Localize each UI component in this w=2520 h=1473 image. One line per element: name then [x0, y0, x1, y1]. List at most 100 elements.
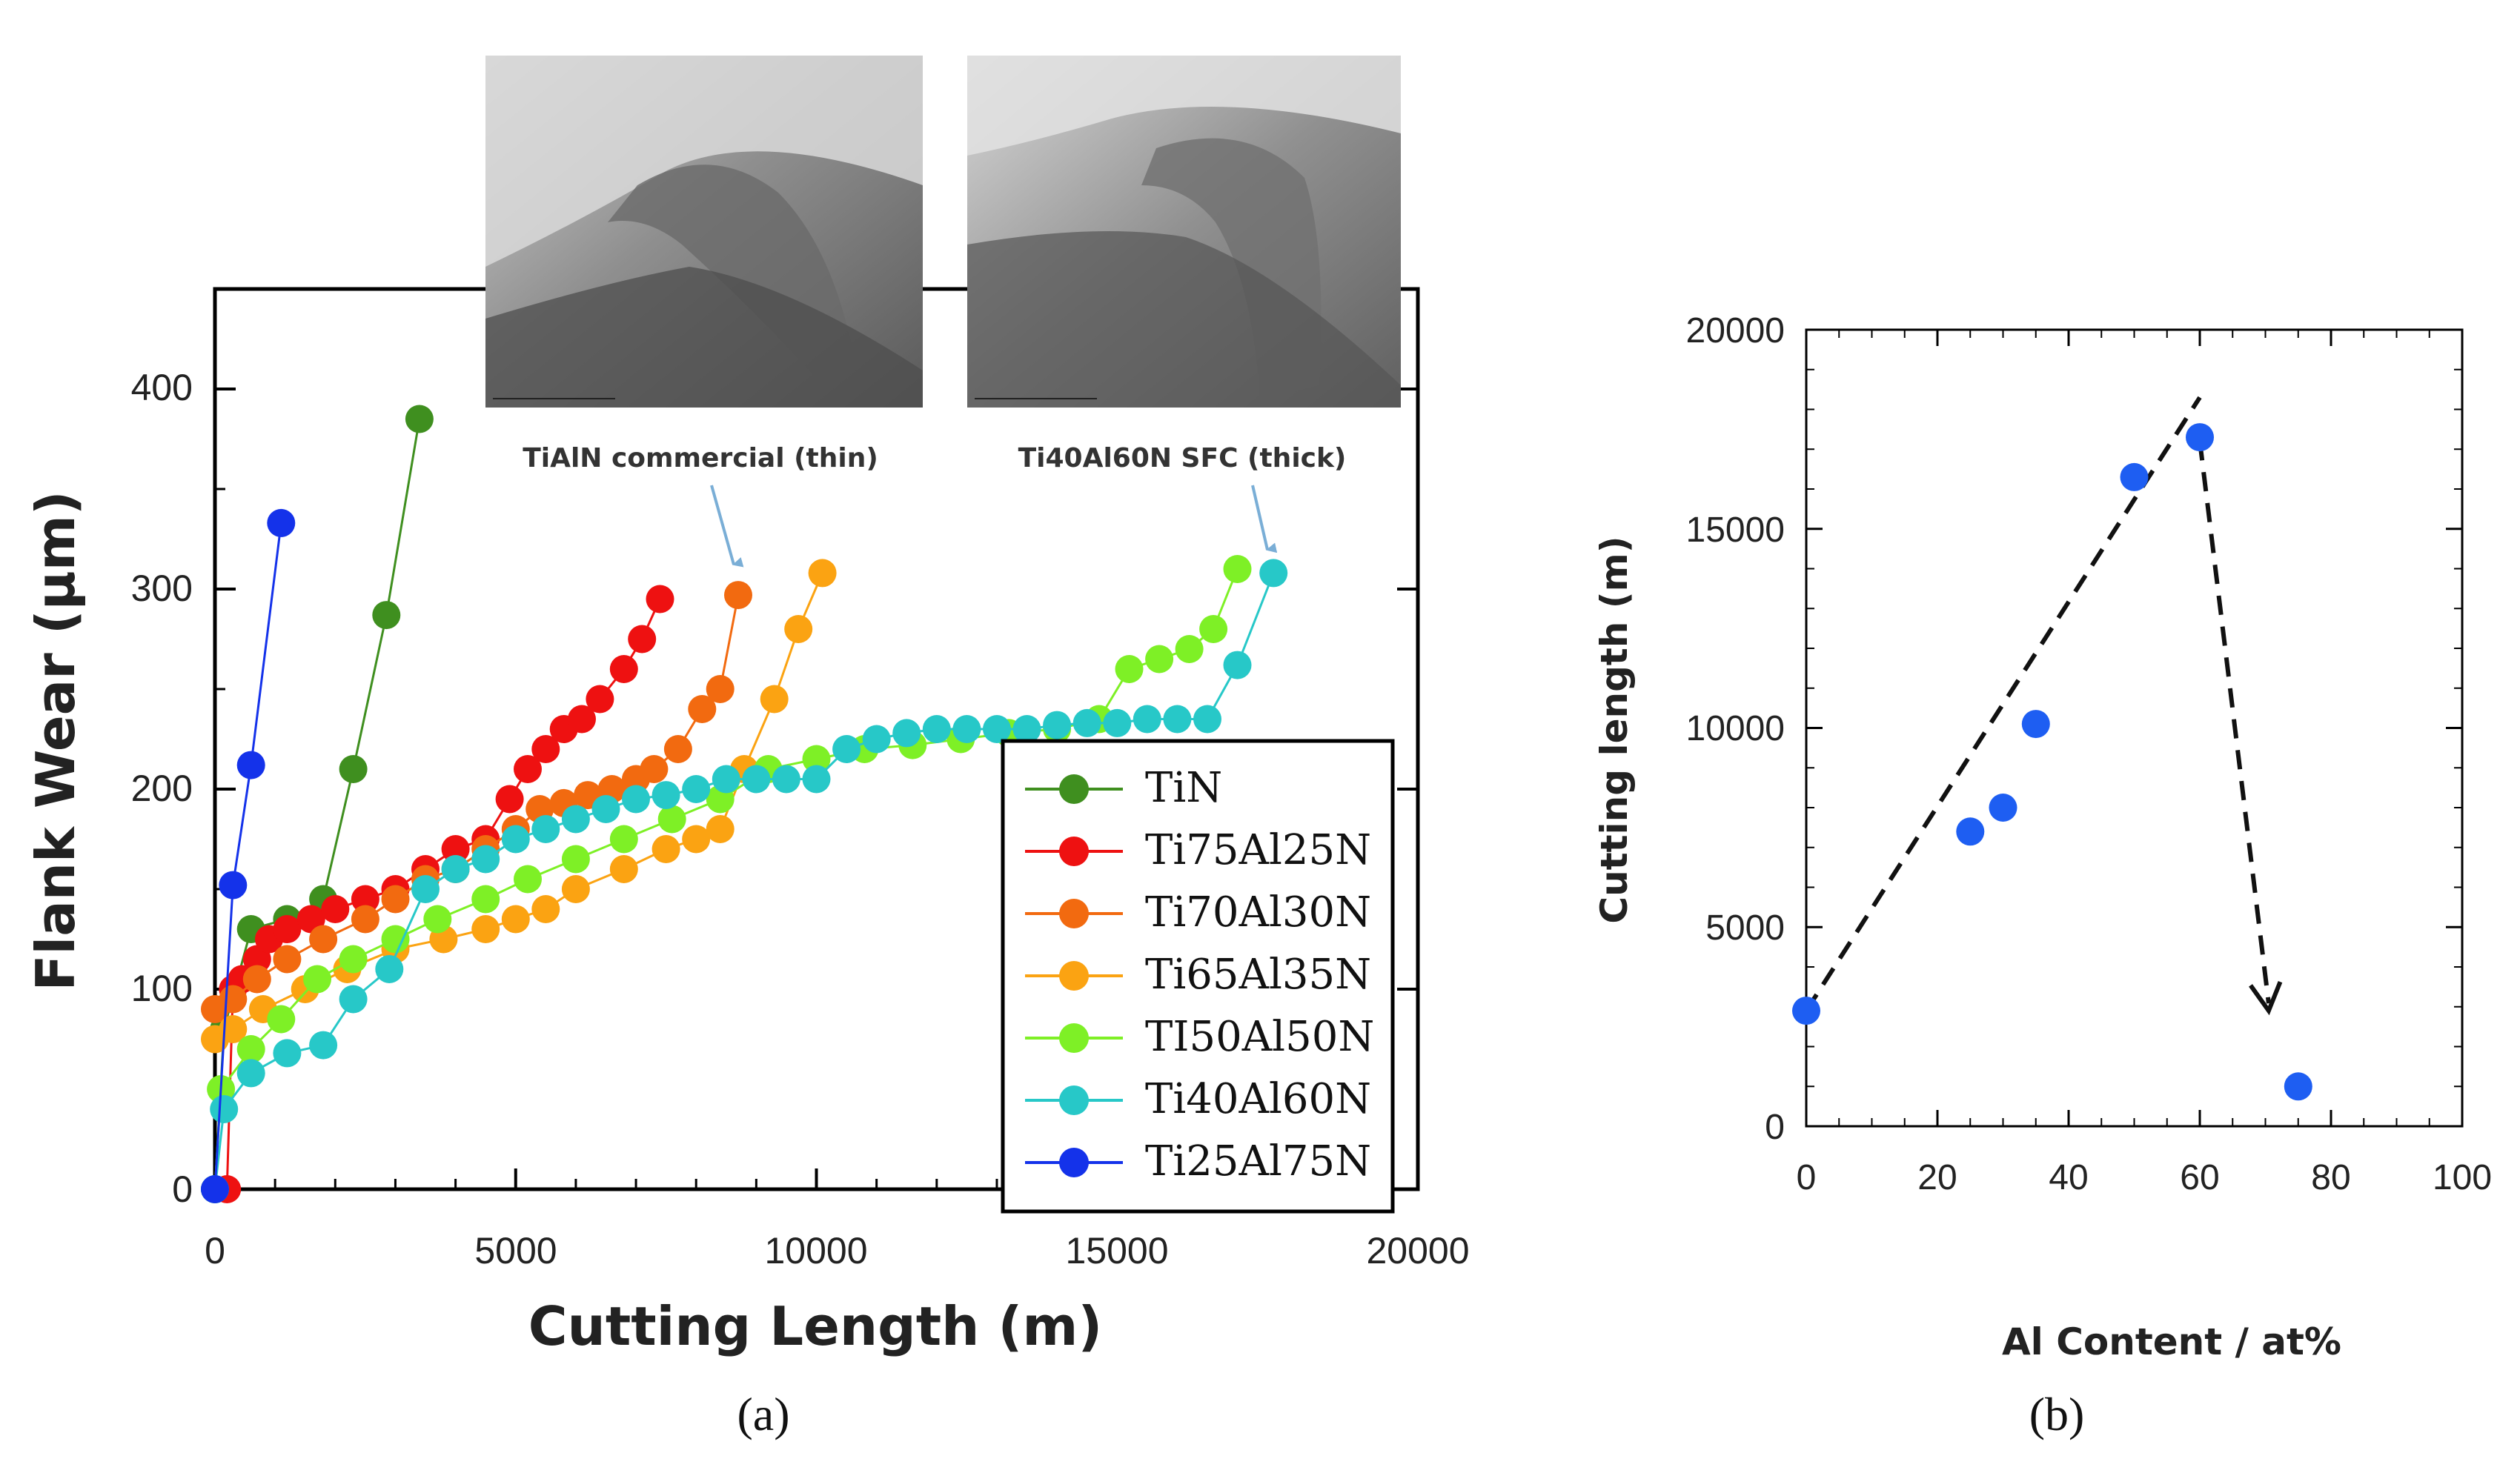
- data-point: [381, 925, 410, 954]
- data-point: [381, 885, 410, 914]
- annotation-arrow-thick: [1251, 485, 1278, 553]
- xtick-label-a: 10000: [764, 1230, 867, 1271]
- trend-lines-b: [1804, 396, 2283, 1016]
- data-point: [339, 945, 368, 974]
- panel-b: 0 5000 10000 15000 20000 0 20 40 60 80 1…: [1593, 311, 2492, 1440]
- xtick-label-a: 15000: [1065, 1230, 1168, 1271]
- ytick-label-b: 20000: [1686, 311, 1785, 350]
- series-ti25al75n: [201, 508, 296, 1203]
- sem-image-thick: [967, 56, 1401, 408]
- data-point: [609, 825, 638, 854]
- axis-ticks-b: [1805, 328, 2464, 1128]
- xtick-label-b: 20: [1917, 1158, 1957, 1197]
- data-point: [832, 735, 861, 763]
- data-point: [892, 719, 921, 748]
- legend-label: Ti70Al30N: [1145, 888, 1371, 937]
- annotation-thin: TiAlN commercial (thin): [523, 443, 878, 473]
- legend-a: TiN Ti75Al25N Ti70Al30N Ti65Al35N TI50Al…: [1001, 739, 1395, 1214]
- scatter-points-b: [1792, 423, 2312, 1101]
- data-point: [772, 765, 800, 794]
- ytick-label-a: 100: [131, 968, 193, 1009]
- ytick-label-a: 0: [172, 1168, 193, 1210]
- data-point: [802, 765, 831, 794]
- series-tin: [201, 405, 434, 1203]
- data-point: [808, 559, 837, 588]
- data-point: [375, 955, 404, 983]
- data-point: [706, 675, 735, 703]
- ytick-label-b: 15000: [1686, 511, 1785, 550]
- series-group-a: [201, 405, 1288, 1203]
- data-point: [405, 405, 434, 433]
- data-point: [586, 685, 614, 714]
- xtick-label-b: 40: [2049, 1158, 2088, 1197]
- scatter-point: [2120, 462, 2149, 491]
- data-point: [983, 715, 1011, 743]
- data-point: [531, 815, 560, 843]
- data-point: [1223, 651, 1252, 679]
- data-point: [561, 805, 590, 834]
- legend-swatch-marker: [1059, 1085, 1089, 1115]
- scatter-point: [1989, 794, 2017, 822]
- data-point: [1259, 559, 1288, 588]
- scatter-point: [1792, 997, 1820, 1025]
- data-point: [1193, 705, 1221, 734]
- data-point: [657, 805, 686, 834]
- drop-arrow-head: [2249, 980, 2283, 1016]
- data-point: [591, 795, 620, 823]
- data-point: [351, 905, 379, 934]
- legend-swatch-marker: [1059, 1023, 1089, 1053]
- data-point: [609, 655, 638, 683]
- series-line: [213, 522, 282, 1190]
- data-point: [411, 875, 440, 903]
- data-point: [561, 875, 590, 903]
- data-point: [640, 755, 669, 783]
- scatter-point: [2021, 710, 2050, 739]
- ytick-label-a: 300: [131, 568, 193, 609]
- data-point: [219, 871, 248, 900]
- caption-b: (b): [2029, 1388, 2085, 1440]
- series-ti40al60n: [201, 559, 1288, 1203]
- data-point: [303, 965, 331, 994]
- ytick-label-b: 0: [1765, 1108, 1785, 1147]
- xtick-label-a: 5000: [474, 1230, 557, 1271]
- data-point: [531, 735, 560, 763]
- xtick-label-b: 0: [1797, 1158, 1817, 1197]
- panel-a: 0 100 200 300 400 0 5000 10000 15000 200…: [24, 56, 1470, 1440]
- legend-label: Ti75Al25N: [1145, 826, 1371, 874]
- data-point: [1072, 708, 1101, 737]
- data-point: [922, 715, 951, 743]
- data-point: [495, 785, 524, 814]
- data-point: [862, 725, 891, 754]
- data-point: [609, 855, 638, 883]
- data-point: [501, 825, 530, 854]
- data-point: [724, 581, 752, 610]
- y-axis-label-a: Flank Wear (μm): [24, 491, 87, 991]
- xtick-label-a: 0: [205, 1230, 225, 1271]
- data-point: [309, 1031, 338, 1060]
- data-point: [1115, 655, 1144, 683]
- data-point: [273, 915, 302, 943]
- legend-label: TiN: [1145, 764, 1222, 812]
- data-point: [1133, 705, 1161, 734]
- ytick-label-b: 5000: [1705, 908, 1785, 948]
- data-point: [236, 751, 265, 779]
- data-point: [1175, 635, 1204, 663]
- data-point: [242, 965, 271, 994]
- legend-swatch-marker: [1059, 899, 1089, 928]
- data-point: [441, 855, 470, 883]
- legend-swatch-marker: [1059, 774, 1089, 804]
- data-point: [471, 915, 500, 943]
- legend-label: TI50Al50N: [1145, 1013, 1374, 1061]
- data-point: [802, 745, 831, 774]
- data-point: [514, 865, 542, 894]
- data-point: [1199, 615, 1228, 643]
- annotation-arrow-thin: [710, 485, 744, 568]
- data-point: [273, 1039, 302, 1068]
- xtick-label-b: 80: [2311, 1158, 2350, 1197]
- data-point: [236, 1059, 265, 1088]
- legend-swatch-marker: [1059, 961, 1089, 991]
- legend-swatch-marker: [1059, 1148, 1089, 1177]
- data-point: [1163, 705, 1192, 734]
- ytick-label-a: 400: [131, 367, 193, 408]
